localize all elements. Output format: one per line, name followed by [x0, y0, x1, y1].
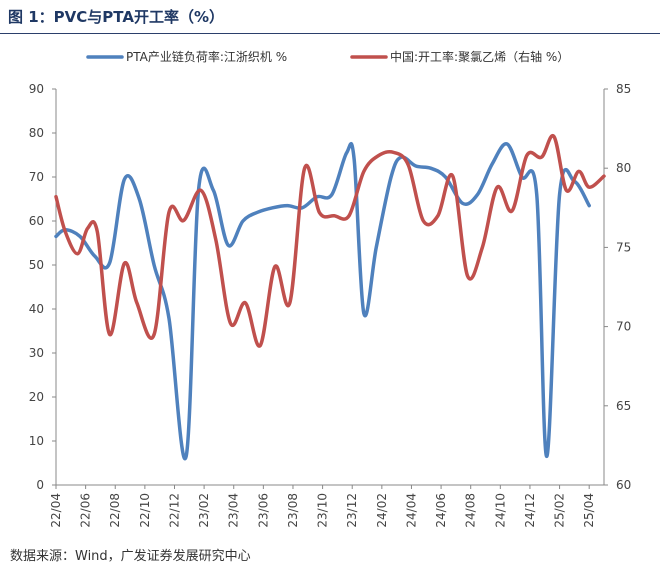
series-line-pvc	[54, 133, 606, 348]
x-tick-label: 23/06	[256, 493, 270, 528]
legend: PTA产业链负荷率:江浙织机 % 中国:开工率:聚氯乙烯（右轴 %）	[86, 49, 569, 64]
line-chart: PTA产业链负荷率:江浙织机 % 中国:开工率:聚氯乙烯（右轴 %） 0 10 20 3…	[29, 49, 632, 528]
x-tick-label: 22/04	[49, 493, 63, 528]
x-tick-label: 23/08	[286, 493, 300, 528]
legend-label: PTA产业链负荷率:江浙织机 %	[126, 49, 287, 64]
left-tick-label: 80	[29, 126, 44, 140]
left-tick-label: 10	[29, 434, 44, 448]
left-tick-label: 40	[29, 302, 44, 316]
right-tick-label: 85	[616, 82, 631, 96]
axes: 0 10 20 30 40 50 60 70 80 90 60 65 70 75 80 85 22/04 22/0…	[29, 82, 632, 528]
x-tick-label: 24/06	[434, 493, 448, 528]
x-tick-label: 24/10	[493, 493, 507, 528]
figure-title: 图 1：PVC与PTA开工率（%）	[8, 8, 224, 26]
x-tick-label: 23/10	[316, 493, 330, 528]
x-tick-label: 24/04	[404, 493, 418, 528]
legend-label: 中国:开工率:聚氯乙烯（右轴 %）	[390, 49, 569, 64]
right-tick-label: 70	[616, 320, 631, 334]
x-tick-label: 25/04	[582, 493, 596, 528]
left-tick-label: 0	[36, 478, 44, 492]
x-tick-label: 22/12	[167, 493, 181, 528]
title-bar: 图 1：PVC与PTA开工率（%）	[0, 0, 660, 34]
left-tick-label: 50	[29, 258, 44, 272]
x-tick-label: 22/06	[79, 493, 93, 528]
x-tick-label: 24/12	[523, 493, 537, 528]
right-tick-label: 65	[616, 399, 631, 413]
series-layer	[54, 133, 606, 461]
x-tick-label: 23/02	[197, 493, 211, 528]
data-source-note: 数据来源：Wind，广发证券发展研究中心	[10, 549, 251, 564]
left-tick-label: 70	[29, 170, 44, 184]
x-tick-label: 23/12	[345, 493, 359, 528]
x-tick-label: 25/02	[553, 493, 567, 528]
x-tick-label: 23/04	[227, 493, 241, 528]
x-tick-label: 24/08	[464, 493, 478, 528]
left-tick-label: 90	[29, 82, 44, 96]
left-tick-label: 20	[29, 390, 44, 404]
right-tick-label: 60	[616, 478, 631, 492]
x-tick-label: 24/02	[375, 493, 389, 528]
left-tick-label: 60	[29, 214, 44, 228]
right-tick-label: 80	[616, 161, 631, 175]
right-tick-label: 75	[616, 240, 631, 254]
left-tick-label: 30	[29, 346, 44, 360]
x-tick-label: 22/08	[108, 493, 122, 528]
x-tick-label: 22/10	[138, 493, 152, 528]
